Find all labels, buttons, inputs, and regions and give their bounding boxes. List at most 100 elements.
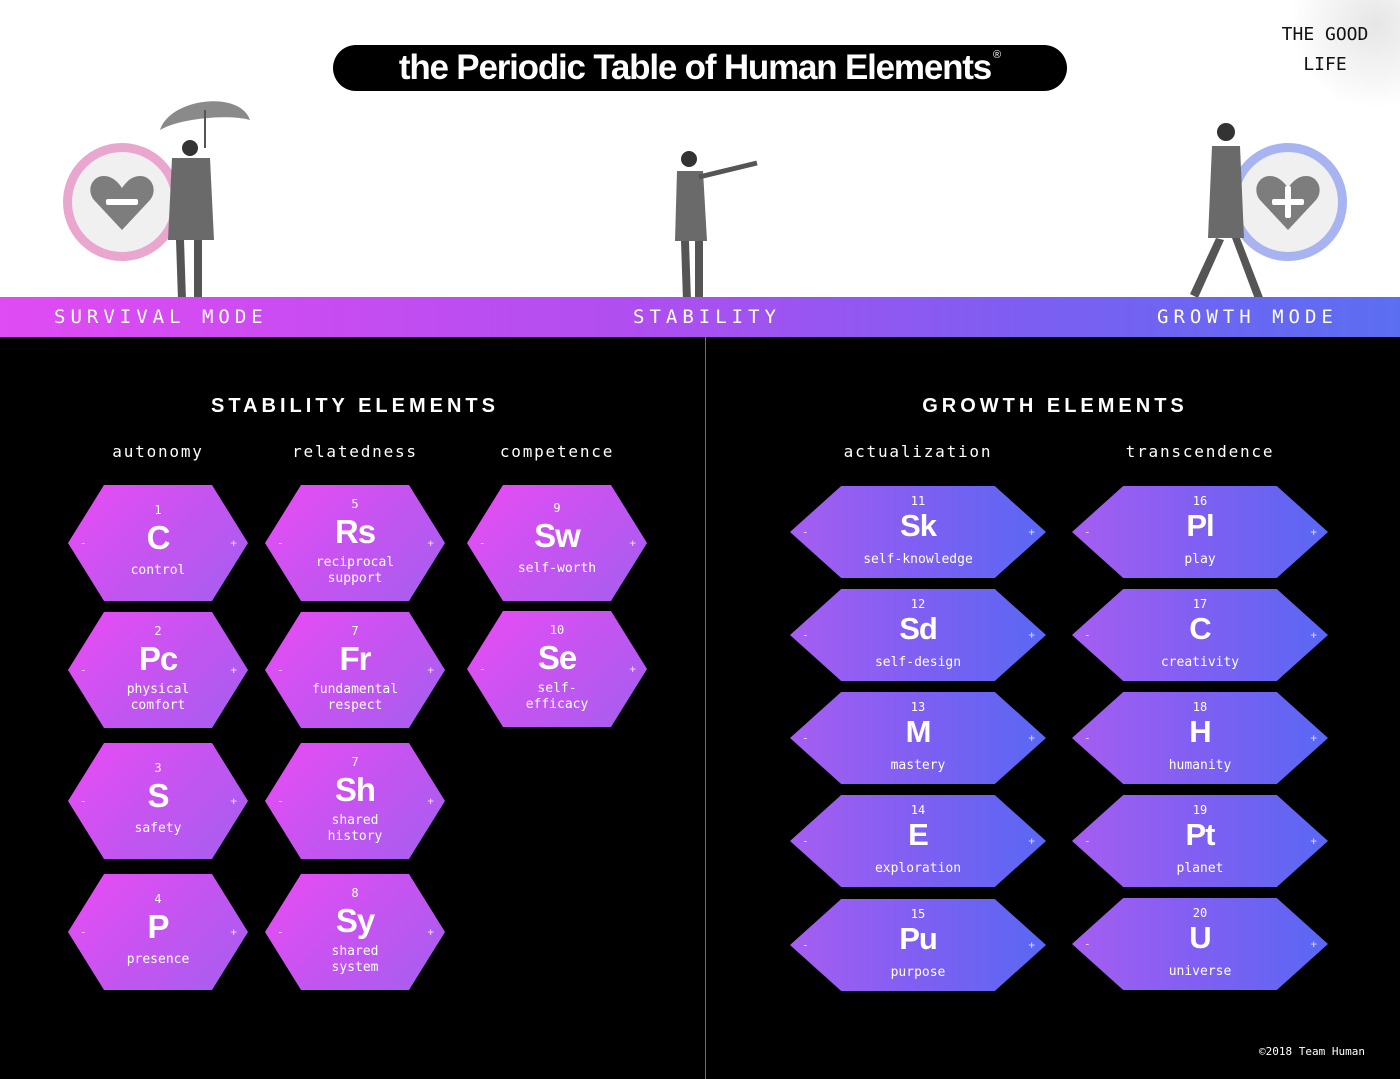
minus-mark: - — [479, 536, 486, 550]
section-divider — [705, 337, 706, 1079]
element-number: 11 — [910, 494, 926, 508]
minus-mark: - — [80, 536, 87, 550]
element-number: 4 — [154, 892, 162, 906]
plus-mark: + — [230, 536, 237, 550]
element-tile-safety: - + 3 S safety — [68, 743, 248, 859]
element-name: exploration — [874, 861, 962, 876]
growth-mode-label: GROWTH MODE — [1157, 306, 1338, 328]
element-symbol: U — [1189, 920, 1211, 955]
plus-mark: + — [1028, 834, 1035, 848]
registered-mark: ® — [993, 49, 1002, 61]
element-tile-fundamental-respect: - + 7 Fr fundamental respect — [265, 612, 445, 728]
minus-mark: - — [277, 536, 284, 550]
element-tile-self-knowledge: - + 11 Sk self-knowledge — [790, 486, 1046, 578]
element-name: shared system — [331, 944, 379, 975]
element-number: 3 — [154, 761, 162, 775]
plus-mark: + — [230, 663, 237, 677]
minus-mark: - — [80, 925, 87, 939]
element-symbol: Sy — [335, 902, 375, 939]
brand-line-1: THE GOOD — [1281, 24, 1369, 45]
column-heading-autonomy: autonomy — [112, 442, 204, 461]
plus-mark: + — [1028, 731, 1035, 745]
element-number: 15 — [910, 907, 926, 921]
element-symbol: S — [147, 777, 169, 814]
element-symbol: P — [147, 908, 169, 945]
plus-mark: + — [1310, 628, 1317, 642]
element-tile-exploration: - + 14 E exploration — [790, 795, 1046, 887]
element-name: mastery — [890, 758, 946, 773]
element-name: creativity — [1160, 655, 1240, 670]
brand-line-2: LIFE — [1303, 54, 1347, 75]
element-number: 13 — [910, 700, 926, 714]
element-number: 16 — [1192, 494, 1208, 508]
element-tile-shared-history: - + 7 Sh shared history — [265, 743, 445, 859]
element-symbol: C — [146, 519, 171, 556]
element-tile-control: - + 1 C control — [68, 485, 248, 601]
element-name: purpose — [890, 965, 946, 980]
element-tile-creativity: - + 17 C creativity — [1072, 589, 1328, 681]
element-tile-physical-comfort: - + 2 Pc physical comfort — [68, 612, 248, 728]
element-name: humanity — [1168, 758, 1232, 773]
element-tile-play: - + 16 Pl play — [1072, 486, 1328, 578]
minus-mark: - — [802, 525, 809, 539]
element-number: 8 — [351, 886, 359, 900]
element-name: control — [130, 563, 186, 578]
element-tile-mastery: - + 13 M mastery — [790, 692, 1046, 784]
survival-mode-label: SURVIVAL MODE — [54, 306, 268, 328]
element-symbol: Sh — [334, 771, 376, 808]
plus-mark: + — [1310, 525, 1317, 539]
plus-mark: + — [1028, 525, 1035, 539]
growth-heart-icon — [1229, 143, 1347, 261]
column-heading-actualization: actualization — [843, 442, 993, 461]
element-tile-reciprocal-support: - + 5 Rs reciprocal support — [265, 485, 445, 601]
stability-elements-title: STABILITY ELEMENTS — [211, 395, 499, 417]
column-heading-competence: competence — [499, 442, 615, 461]
hero-area: the Periodic Table of Human Elements ® TH… — [0, 0, 1400, 297]
element-tile-shared-system: - + 8 Sy shared system — [265, 874, 445, 990]
element-symbol: Sw — [534, 517, 581, 554]
minus-mark: - — [1084, 525, 1091, 539]
woman-with-umbrella-figure — [160, 101, 250, 297]
page-title: the Periodic Table of Human Elements — [398, 48, 992, 87]
stability-label: STABILITY — [633, 306, 781, 328]
element-tile-presence: - + 4 P presence — [68, 874, 248, 990]
heart-plus-icon — [1256, 176, 1320, 230]
element-number: 1 — [154, 503, 162, 517]
element-number: 7 — [351, 624, 359, 638]
element-name: self- efficacy — [525, 681, 589, 712]
minus-mark: - — [277, 794, 284, 808]
element-tile-purpose: - + 15 Pu purpose — [790, 899, 1046, 991]
element-number: 19 — [1192, 803, 1208, 817]
element-name: fundamental respect — [311, 682, 399, 713]
minus-mark: - — [802, 938, 809, 952]
element-symbol: Rs — [334, 513, 376, 550]
column-heading-relatedness: relatedness — [292, 442, 418, 461]
plus-mark: + — [629, 662, 636, 676]
element-name: presence — [126, 952, 190, 967]
plus-mark: + — [1310, 937, 1317, 951]
element-number: 17 — [1192, 597, 1208, 611]
element-name: physical comfort — [126, 682, 190, 713]
element-number: 20 — [1192, 906, 1208, 920]
element-symbol: Pl — [1186, 508, 1214, 543]
minus-mark: - — [1084, 937, 1091, 951]
element-number: 5 — [351, 497, 359, 511]
element-symbol: Pt — [1185, 817, 1216, 852]
element-symbol: Sd — [899, 611, 938, 646]
element-name: universe — [1168, 964, 1232, 979]
element-tile-humanity: - + 18 H humanity — [1072, 692, 1328, 784]
woman-walking-figure — [1190, 123, 1263, 297]
element-name: planet — [1176, 861, 1224, 876]
plus-mark: + — [1028, 628, 1035, 642]
minus-mark: - — [80, 663, 87, 677]
element-number: 14 — [910, 803, 926, 817]
element-symbol: H — [1189, 714, 1211, 749]
minus-mark: - — [802, 731, 809, 745]
plus-mark: + — [427, 794, 434, 808]
element-symbol: Se — [537, 639, 577, 676]
element-number: 18 — [1192, 700, 1208, 714]
element-symbol: Fr — [339, 640, 372, 677]
element-tile-self-worth: - + 9 Sw self-worth — [467, 485, 647, 601]
element-name: self-design — [874, 655, 962, 670]
minus-mark: - — [277, 925, 284, 939]
